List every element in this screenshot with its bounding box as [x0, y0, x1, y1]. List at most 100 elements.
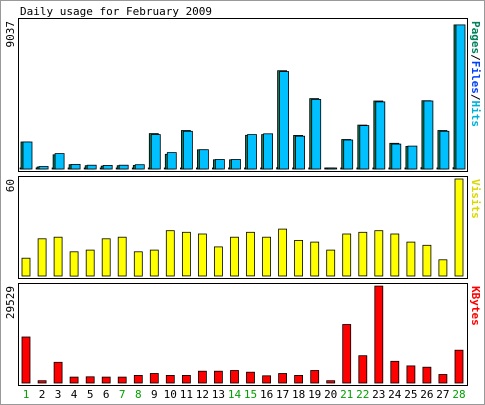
- bar-visits-22: [358, 231, 368, 277]
- bar-hits-7: [118, 164, 129, 170]
- bar-hits-17: [279, 71, 290, 170]
- bar-kbytes-4: [69, 376, 79, 384]
- bar-kbytes-16: [262, 375, 272, 384]
- bar-hits-25: [407, 145, 418, 170]
- panel-max-label: 9037: [4, 21, 17, 48]
- bar-hits-8: [134, 164, 145, 170]
- bar-kbytes-10: [165, 374, 175, 384]
- x-tick-label: 18: [292, 388, 305, 401]
- bar-hits-19: [311, 99, 322, 170]
- panel-legend: Visits: [469, 179, 482, 219]
- bar-visits-19: [310, 241, 320, 277]
- bar-kbytes-22: [358, 355, 368, 384]
- bar-visits-5: [85, 249, 95, 277]
- bar-kbytes-7: [117, 376, 127, 384]
- bar-kbytes-14: [230, 370, 239, 384]
- panel-max-label: 29529: [4, 286, 17, 319]
- legend-entry: /: [469, 94, 482, 101]
- bar-visits-6: [101, 238, 111, 277]
- bar-visits-2: [37, 238, 47, 277]
- bar-kbytes-6: [101, 376, 111, 384]
- bar-visits-7: [117, 236, 127, 277]
- bar-visits-18: [294, 239, 304, 277]
- x-tick-label: 9: [151, 388, 158, 401]
- bar-visits-24: [390, 233, 400, 277]
- bar-visits-12: [197, 233, 207, 277]
- bar-visits-14: [230, 236, 239, 277]
- bar-visits-11: [181, 231, 191, 277]
- bar-visits-3: [53, 236, 63, 277]
- bar-hits-18: [295, 135, 306, 170]
- bar-hits-13: [214, 159, 225, 170]
- bar-hits-4: [70, 163, 81, 170]
- bar-visits-15: [246, 231, 255, 277]
- panel-kbytes: 29529 KBytes: [4, 283, 482, 386]
- legend-entry: KBytes: [469, 286, 482, 326]
- legend-entry: Hits: [469, 101, 482, 128]
- x-tick-label: 3: [55, 388, 62, 401]
- bar-visits-27: [438, 259, 448, 277]
- bar-visits-26: [422, 244, 432, 277]
- x-tick-label: 28: [452, 388, 465, 401]
- bar-kbytes-21: [342, 324, 352, 384]
- bar-visits-20: [326, 249, 336, 277]
- chart-title: Daily usage for February 2009: [20, 5, 212, 18]
- bar-kbytes-18: [294, 374, 304, 384]
- x-tick-label: 7: [119, 388, 126, 401]
- legend-entry: Visits: [469, 179, 482, 219]
- bar-kbytes-15: [246, 371, 255, 384]
- bar-visits-16: [262, 236, 272, 277]
- panel-visits: 60 Visits: [4, 176, 482, 279]
- x-tick-label: 15: [244, 388, 257, 401]
- x-tick-label: 5: [87, 388, 94, 401]
- bar-hits-20: [327, 167, 338, 170]
- x-tick-label: 6: [103, 388, 110, 401]
- x-tick-label: 4: [71, 388, 78, 401]
- bar-visits-17: [278, 228, 288, 277]
- panel-legend: KBytes: [469, 286, 482, 326]
- bar-hits-12: [198, 149, 209, 170]
- bar-visits-10: [165, 230, 175, 277]
- bar-kbytes-20: [326, 380, 336, 384]
- legend-entry: /: [469, 54, 482, 61]
- bar-kbytes-3: [53, 361, 63, 384]
- bar-hits-28: [455, 24, 466, 170]
- bar-kbytes-19: [310, 370, 320, 384]
- x-tick-label: 17: [276, 388, 289, 401]
- bar-kbytes-23: [374, 285, 384, 384]
- x-tick-label: 21: [340, 388, 353, 401]
- bar-visits-25: [406, 241, 416, 277]
- bar-visits-13: [213, 246, 223, 277]
- x-tick-label: 1: [23, 388, 30, 401]
- x-tick-label: 12: [196, 388, 209, 401]
- x-tick-label: 14: [228, 388, 242, 401]
- bar-hits-23: [375, 101, 386, 170]
- bar-hits-22: [359, 125, 370, 170]
- x-tick-label: 25: [404, 388, 417, 401]
- bar-hits-21: [343, 139, 354, 170]
- bar-visits-23: [374, 230, 384, 277]
- bar-kbytes-28: [454, 349, 464, 384]
- x-tick-label: 27: [436, 388, 449, 401]
- bar-hits-9: [150, 134, 161, 170]
- panel-frame: [18, 283, 468, 386]
- bar-kbytes-8: [133, 374, 143, 384]
- x-tick-label: 8: [135, 388, 142, 401]
- panel-max-label: 60: [4, 179, 17, 192]
- bar-hits-1: [22, 141, 33, 170]
- bar-kbytes-24: [390, 360, 400, 384]
- panel-hits: 9037 Pages/Files/Hits: [4, 18, 482, 172]
- bar-kbytes-25: [406, 365, 416, 384]
- bar-hits-14: [231, 159, 241, 170]
- legend-entry: Pages: [469, 21, 482, 54]
- bar-kbytes-26: [422, 366, 432, 384]
- bar-visits-9: [149, 249, 159, 277]
- bar-kbytes-5: [85, 376, 95, 384]
- bar-hits-15: [247, 134, 257, 170]
- bar-visits-21: [342, 233, 352, 277]
- bar-visits-8: [133, 251, 143, 277]
- x-axis-labels: 1 2 3 4 5 6 7 8 9 10 11 12 13 14 15 16 17 18 19 20 21 22 23 24 2…: [23, 388, 466, 401]
- bar-kbytes-27: [438, 374, 448, 384]
